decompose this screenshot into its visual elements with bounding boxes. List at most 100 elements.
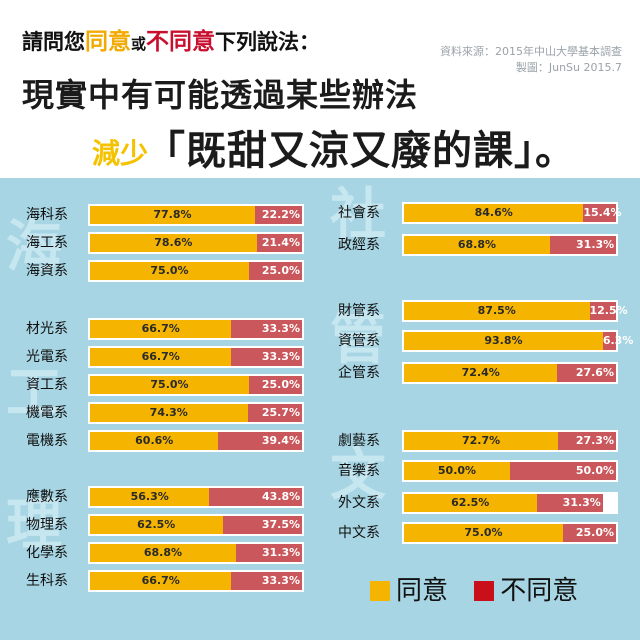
bar-row: 資管系 93.8% 6.3%: [0, 330, 640, 352]
question-suffix: 下列說法：: [215, 30, 321, 54]
category-label: 政經系: [338, 237, 380, 253]
category-label: 海資系: [26, 263, 68, 279]
bar-row: 物理系 62.5% 37.5%: [0, 514, 640, 536]
bar-agree: 56.3%: [90, 488, 210, 506]
group-label-science: 理: [6, 493, 62, 558]
source-line-2: 製圖：JunSu 2015.7: [515, 61, 622, 74]
bar-agree: 72.4%: [404, 364, 558, 382]
bar-row: 資工系 75.0% 25.0%: [0, 374, 640, 396]
category-label: 化學系: [26, 545, 68, 561]
category-label: 中文系: [338, 525, 380, 541]
bar-disagree: 33.3%: [231, 320, 302, 338]
bar-row: 生科系 66.7% 33.3%: [0, 570, 640, 592]
group-label-sea: 海: [6, 215, 62, 280]
bar-row: 電機系 60.6% 39.4%: [0, 430, 640, 452]
bar-disagree: 39.4%: [218, 432, 302, 450]
category-label: 企管系: [338, 365, 380, 381]
bar-disagree: 25.0%: [249, 376, 302, 394]
group-label-liberal-arts: 文: [330, 443, 386, 508]
category-label: 財管系: [338, 303, 380, 319]
bar-agree: 78.6%: [90, 234, 257, 252]
bar-agree: 50.0%: [404, 462, 510, 480]
bar-agree: 62.5%: [90, 516, 223, 534]
bar-row: 化學系 68.8% 31.3%: [0, 542, 640, 564]
bar-row: 海資系 75.0% 25.0%: [0, 260, 640, 282]
group-label-management: 管: [330, 307, 386, 372]
bar-row: 社會系 84.6% 15.4%: [0, 202, 640, 224]
bar-disagree: 43.8%: [209, 488, 303, 506]
bar-row: 海工系 78.6% 21.4%: [0, 232, 640, 254]
category-label: 電機系: [26, 433, 68, 449]
bar-row: 財管系 87.5% 12.5%: [0, 300, 640, 322]
bar-agree: 72.7%: [404, 432, 559, 450]
reduce-word: 減少: [92, 137, 149, 170]
bar-disagree: 21.4%: [256, 234, 302, 252]
bar-agree: 62.5%: [404, 494, 537, 512]
bar-disagree: 6.3%: [602, 332, 633, 350]
bar-row: 光電系 66.7% 33.3%: [0, 346, 640, 368]
bar-agree: 68.8%: [404, 236, 550, 254]
source-line-1: 資料來源：2015年中山大學基本調查: [440, 45, 622, 58]
bar-row: 劇藝系 72.7% 27.3%: [0, 430, 640, 452]
bar-agree: 66.7%: [90, 348, 232, 366]
bar-row: 機電系 74.3% 25.7%: [0, 402, 640, 424]
question-line: 請問您同意或不同意下列說法：: [22, 22, 320, 56]
bar-disagree: 31.3%: [235, 544, 303, 562]
category-label: 物理系: [26, 517, 68, 533]
bar-row: 中文系 75.0% 25.0%: [0, 522, 640, 544]
legend-swatch-disagree: [474, 581, 495, 601]
legend: 同意 不同意: [370, 570, 578, 607]
bar-agree: 66.7%: [90, 572, 232, 590]
category-label: 資工系: [26, 377, 68, 393]
category-label: 海工系: [26, 235, 68, 251]
question-prefix: 請問您: [22, 30, 85, 54]
bar-disagree: 50.0%: [510, 462, 616, 480]
question-or: 或: [131, 35, 147, 53]
bar-disagree: 12.5%: [589, 302, 628, 320]
bar-agree: 68.8%: [90, 544, 236, 562]
bar-disagree: 31.3%: [549, 236, 617, 254]
bar-row: 海科系 77.8% 22.2%: [0, 204, 640, 226]
bar-row: 音樂系 50.0% 50.0%: [0, 460, 640, 482]
bar-agree: 93.8%: [404, 332, 603, 350]
question-agree: 同意: [85, 29, 131, 55]
category-label: 外文系: [338, 495, 380, 511]
bar-agree: 66.7%: [90, 320, 232, 338]
bar-disagree: 25.7%: [247, 404, 302, 422]
category-label: 劇藝系: [338, 433, 380, 449]
category-label: 生科系: [26, 573, 68, 589]
category-label: 資管系: [338, 333, 380, 349]
bar-disagree: 27.6%: [557, 364, 616, 382]
category-label: 材光系: [26, 321, 68, 337]
stacked-bar-chart: 海 工 理 社 管 文 海科系 77.8% 22.2% 海工系 78.6% 21.4% 海資…: [0, 178, 640, 640]
category-label: 社會系: [338, 205, 380, 221]
category-label: 光電系: [26, 349, 68, 365]
bar-row: 應數系 56.3% 43.8%: [0, 486, 640, 508]
bar-disagree: 25.0%: [563, 524, 616, 542]
bar-agree: 84.6%: [404, 204, 584, 222]
bar-agree: 87.5%: [404, 302, 590, 320]
question-disagree: 不同意: [146, 29, 216, 55]
bar-agree: 75.0%: [90, 376, 249, 394]
bar-disagree: 15.4%: [583, 204, 622, 222]
bar-row: 企管系 72.4% 27.6%: [0, 362, 640, 384]
category-label: 海科系: [26, 207, 68, 223]
bar-disagree: 25.0%: [249, 262, 302, 280]
header: 請問您同意或不同意下列說法： 資料來源：2015年中山大學基本調查 製圖：Jun…: [0, 0, 640, 178]
bar-row: 政經系 68.8% 31.3%: [0, 234, 640, 256]
bar-disagree: 22.2%: [254, 206, 302, 224]
category-label: 應數系: [26, 489, 68, 505]
bar-disagree: 37.5%: [222, 516, 302, 534]
bar-row: 外文系 62.5% 31.3%: [0, 492, 640, 514]
legend-swatch-agree: [370, 581, 390, 601]
bar-row: 材光系 66.7% 33.3%: [0, 318, 640, 340]
bar-disagree: 31.3%: [536, 494, 603, 512]
bar-agree: 60.6%: [90, 432, 219, 450]
bar-disagree: 33.3%: [231, 348, 302, 366]
legend-label-disagree: 不同意: [500, 576, 579, 606]
category-label: 音樂系: [338, 463, 380, 479]
topic-title: 「既甜又涼又廢的課」。: [145, 128, 576, 174]
main-title: 現實中有可能透過某些辦法: [22, 76, 419, 114]
bar-agree: 77.8%: [90, 206, 255, 224]
bar-agree: 74.3%: [90, 404, 248, 422]
